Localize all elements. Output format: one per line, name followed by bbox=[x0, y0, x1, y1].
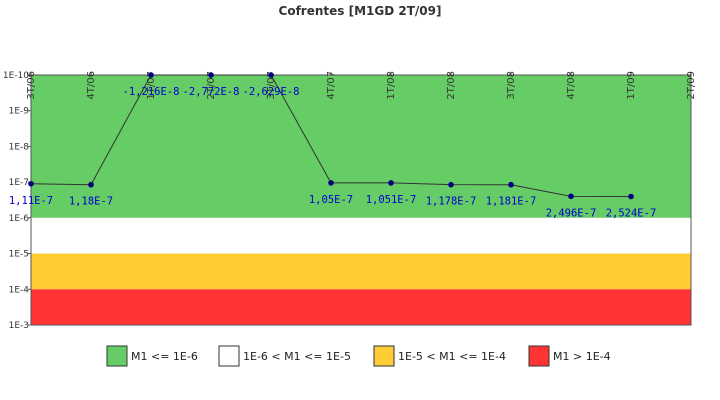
x-tick-label: 2T/08 bbox=[446, 71, 457, 100]
x-tick-label: 1T/08 bbox=[386, 71, 397, 100]
data-point bbox=[88, 181, 94, 188]
value-label: 1,178E-7 bbox=[426, 196, 477, 208]
data-point bbox=[268, 72, 274, 78]
legend-label: 1E-5 < M1 <= 1E-4 bbox=[398, 350, 506, 363]
value-label: 1,181E-7 bbox=[486, 196, 537, 208]
y-tick-label: 1E-10 bbox=[3, 71, 29, 81]
data-point bbox=[448, 181, 454, 188]
value-label: 1,18E-7 bbox=[69, 196, 113, 208]
x-tick-label: 1T/09 bbox=[626, 71, 637, 100]
y-tick-label: 1E-5 bbox=[9, 250, 29, 260]
y-tick-label: 1E-9 bbox=[9, 107, 30, 117]
band bbox=[31, 289, 691, 325]
band bbox=[31, 217, 691, 254]
legend-swatch bbox=[106, 345, 128, 367]
legend-swatch bbox=[373, 345, 395, 367]
band bbox=[31, 75, 691, 218]
value-label: 1,051E-7 bbox=[366, 194, 417, 206]
x-tick-label: 4T/06 bbox=[86, 71, 97, 100]
data-point bbox=[568, 193, 574, 200]
x-tick-label: 1T/07 bbox=[146, 71, 157, 100]
chart-title: Cofrentes [M1GD 2T/09] bbox=[279, 4, 442, 18]
plot-frame bbox=[30, 74, 692, 326]
x-tick-label: 3T/08 bbox=[506, 71, 517, 100]
legend-swatch bbox=[528, 345, 550, 367]
data-point bbox=[628, 193, 634, 200]
legend-swatch bbox=[218, 345, 240, 367]
data-point bbox=[508, 181, 514, 188]
x-tick-label: 2T/07 bbox=[206, 71, 217, 100]
x-tick-label: 3T/06 bbox=[26, 71, 37, 100]
legend-label: M1 <= 1E-6 bbox=[131, 350, 198, 363]
x-tick-label: 3T/07 bbox=[266, 71, 277, 100]
value-label: 1,11E-7 bbox=[9, 195, 53, 207]
x-tick-label: 4T/07 bbox=[326, 71, 337, 100]
band bbox=[31, 253, 691, 290]
data-point bbox=[208, 72, 214, 78]
value-label: -1,216E-8 bbox=[123, 86, 180, 98]
x-tick-label: 4T/08 bbox=[566, 71, 577, 100]
y-tick-label: 1E-3 bbox=[9, 321, 29, 331]
x-tick-label: 2T/09 bbox=[686, 71, 697, 100]
value-label: -2,772E-8 bbox=[183, 86, 240, 98]
value-label: 2,524E-7 bbox=[606, 208, 657, 220]
data-point bbox=[328, 180, 334, 186]
y-tick-label: 1E-6 bbox=[9, 214, 30, 224]
y-tick-label: 1E-7 bbox=[9, 178, 29, 188]
data-point bbox=[388, 180, 394, 186]
data-point bbox=[148, 72, 154, 78]
value-label: -2,629E-8 bbox=[243, 86, 300, 98]
value-label: 1,05E-7 bbox=[309, 194, 353, 206]
value-label: 2,496E-7 bbox=[546, 207, 597, 219]
legend-label: M1 > 1E-4 bbox=[553, 350, 611, 363]
legend-label: 1E-6 < M1 <= 1E-5 bbox=[243, 350, 351, 363]
y-tick-label: 1E-4 bbox=[9, 285, 30, 295]
data-point bbox=[28, 180, 34, 187]
y-tick-label: 1E-8 bbox=[9, 142, 30, 152]
